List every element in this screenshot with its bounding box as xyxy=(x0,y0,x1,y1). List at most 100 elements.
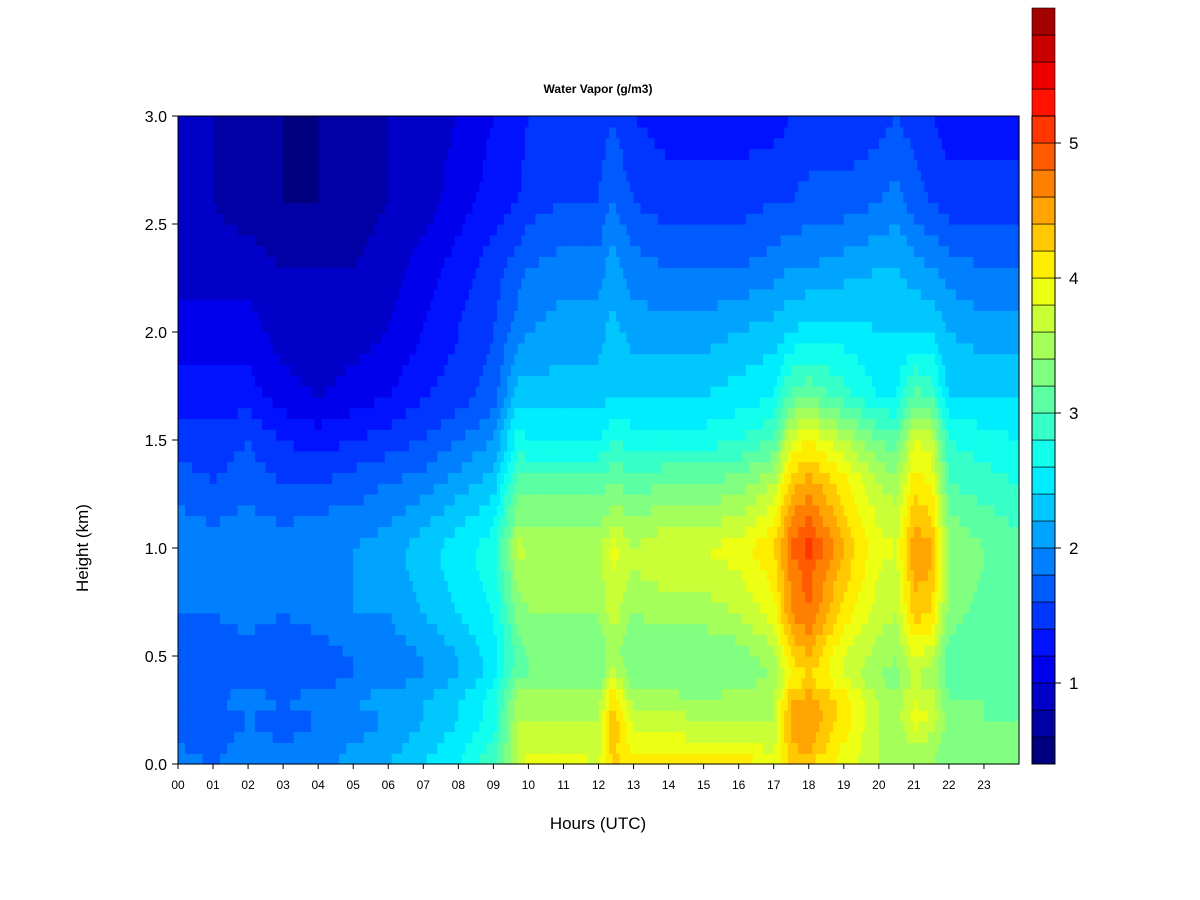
heatmap-cell xyxy=(749,753,754,765)
heatmap-cell xyxy=(717,558,722,571)
heatmap-cell xyxy=(517,656,522,668)
heatmap-cell xyxy=(945,634,950,646)
heatmap-cell xyxy=(374,591,379,603)
heatmap-cell xyxy=(686,634,691,646)
heatmap-cell xyxy=(472,710,477,722)
heatmap-cell xyxy=(531,720,537,733)
heatmap-cell xyxy=(882,612,887,625)
heatmap-cell xyxy=(745,634,750,646)
heatmap-cell xyxy=(262,569,267,581)
heatmap-cell xyxy=(454,742,459,754)
heatmap-cell xyxy=(346,602,351,614)
heatmap-cell xyxy=(286,699,291,711)
heatmap-cell xyxy=(482,548,487,560)
heatmap-cell xyxy=(265,602,270,614)
heatmap-cell xyxy=(444,656,449,668)
heatmap-cell xyxy=(994,688,999,700)
heatmap-cell xyxy=(255,623,260,635)
heatmap-cell xyxy=(286,731,291,743)
heatmap-cell xyxy=(672,580,677,592)
heatmap-cell xyxy=(279,623,284,635)
heatmap-cell xyxy=(983,602,989,614)
heatmap-cell xyxy=(973,591,978,603)
heatmap-cell xyxy=(850,537,855,549)
heatmap-cell xyxy=(479,731,484,743)
heatmap-cell xyxy=(798,720,803,733)
heatmap-cell xyxy=(472,677,477,689)
heatmap-cell xyxy=(587,537,593,549)
heatmap-cell xyxy=(283,645,288,657)
heatmap-cell xyxy=(644,666,649,679)
heatmap-cell xyxy=(447,580,452,592)
heatmap-cell xyxy=(356,656,361,668)
heatmap-cell xyxy=(707,710,712,722)
heatmap-cell xyxy=(510,548,515,560)
heatmap-cell xyxy=(465,666,470,679)
heatmap-cell xyxy=(398,537,403,549)
heatmap-cell xyxy=(234,656,239,668)
heatmap-cell xyxy=(258,699,263,711)
heatmap-cell xyxy=(609,569,614,581)
heatmap-cell xyxy=(707,548,712,560)
heatmap-cell xyxy=(475,569,480,581)
heatmap-cell xyxy=(535,699,540,711)
heatmap-cell xyxy=(542,558,547,571)
heatmap-cell xyxy=(381,720,386,733)
heatmap-cell xyxy=(314,569,319,581)
heatmap-cell xyxy=(199,602,204,614)
heatmap-cell xyxy=(766,623,771,635)
heatmap-cell xyxy=(339,602,344,614)
heatmap-cell xyxy=(531,580,537,592)
heatmap-cell xyxy=(994,677,999,689)
heatmap-cell xyxy=(563,731,568,743)
heatmap-cell xyxy=(374,710,379,722)
heatmap-cell xyxy=(213,537,218,549)
heatmap-cell xyxy=(510,677,515,689)
heatmap-cell xyxy=(847,591,852,603)
heatmap-cell xyxy=(651,623,656,635)
heatmap-cell xyxy=(728,623,733,635)
heatmap-cell xyxy=(724,677,729,689)
heatmap-cell xyxy=(773,612,778,625)
heatmap-cell xyxy=(367,591,372,603)
heatmap-cell xyxy=(633,688,638,700)
heatmap-cell xyxy=(875,623,880,635)
heatmap-cell xyxy=(892,645,897,657)
heatmap-cell xyxy=(580,634,586,646)
heatmap-cell xyxy=(994,623,999,635)
heatmap-cell xyxy=(573,612,579,625)
heatmap-cell xyxy=(689,537,694,549)
heatmap-cell xyxy=(314,537,319,549)
heatmap-cell xyxy=(416,634,421,646)
heatmap-cell xyxy=(472,558,477,571)
heatmap-cell xyxy=(297,742,302,754)
heatmap-cell xyxy=(503,569,508,581)
heatmap-cell xyxy=(545,699,551,711)
heatmap-cell xyxy=(258,710,263,722)
heatmap-cell xyxy=(780,602,785,614)
heatmap-cell xyxy=(339,580,344,592)
heatmap-cell xyxy=(927,720,932,733)
heatmap-cell xyxy=(780,731,785,743)
heatmap-cell xyxy=(756,731,761,743)
heatmap-cell xyxy=(496,666,501,679)
heatmap-cell xyxy=(745,569,750,581)
heatmap-cell xyxy=(616,753,621,765)
heatmap-cell xyxy=(752,591,757,603)
heatmap-cell xyxy=(731,699,736,711)
heatmap-cell xyxy=(731,591,736,603)
heatmap-cell xyxy=(580,688,586,700)
heatmap-cell xyxy=(507,699,512,711)
heatmap-cell xyxy=(584,710,589,722)
heatmap-cell xyxy=(423,645,428,657)
heatmap-cell xyxy=(822,688,827,700)
heatmap-cell xyxy=(377,688,382,700)
heatmap-cell xyxy=(868,656,873,668)
heatmap-cell xyxy=(808,645,813,657)
heatmap-cell xyxy=(349,720,354,733)
heatmap-cell xyxy=(332,699,337,711)
heatmap-cell xyxy=(742,569,747,581)
heatmap-cell xyxy=(927,645,932,657)
heatmap-cell xyxy=(595,666,600,679)
heatmap-cell xyxy=(850,645,855,657)
